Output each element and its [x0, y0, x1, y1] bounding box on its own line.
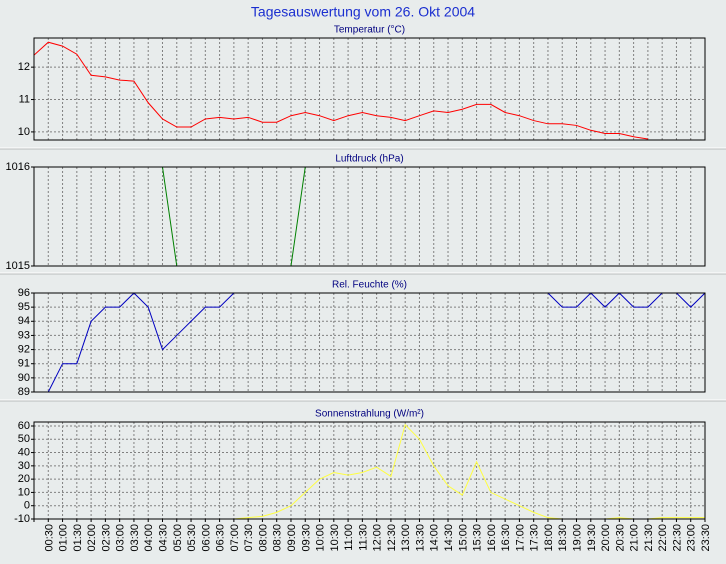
y-tick-label: 89 — [18, 386, 30, 398]
x-tick-label: 10:30 — [329, 524, 341, 552]
data-line — [47, 293, 705, 392]
x-tick-label: 13:30 — [414, 524, 426, 552]
x-tick-label: 22:00 — [657, 524, 669, 552]
x-tick-label: 01:30 — [72, 524, 84, 552]
x-tick-label: 23:00 — [686, 524, 698, 552]
x-tick-label: 23:30 — [700, 524, 712, 552]
x-tick-label: 21:30 — [643, 524, 655, 552]
plot-area — [34, 293, 705, 392]
data-line — [34, 423, 705, 519]
x-tick-label: 04:00 — [143, 524, 155, 552]
y-tick-label: 96 — [18, 287, 30, 299]
x-tick-label: 05:30 — [186, 524, 198, 552]
y-tick-label: 50 — [18, 433, 30, 445]
x-tick-label: 11:30 — [357, 524, 369, 551]
y-tick-label: 12 — [18, 61, 30, 73]
x-tick-label: 05:00 — [172, 524, 184, 552]
x-tick-label: 09:00 — [286, 524, 298, 552]
y-tick-label: 93 — [18, 329, 30, 341]
y-tick-label: -10 — [14, 513, 30, 525]
y-tick-label: 95 — [18, 301, 30, 313]
x-tick-label: 20:00 — [600, 524, 612, 552]
x-tick-label: 07:00 — [229, 524, 241, 552]
x-tick-label: 00:30 — [43, 524, 55, 552]
y-tick-label: 30 — [18, 460, 30, 472]
panel-title: Luftdruck (hPa) — [335, 154, 403, 165]
x-tick-label: 06:00 — [200, 524, 212, 552]
x-tick-label: 06:30 — [215, 524, 227, 552]
x-tick-label: 11:00 — [343, 524, 355, 551]
panel-title: Temperatur (°C) — [334, 25, 405, 36]
data-line — [34, 41, 648, 140]
x-tick-label: 02:30 — [100, 524, 112, 552]
x-tick-label: 01:00 — [58, 524, 70, 552]
y-tick-label: 1016 — [6, 161, 30, 173]
x-tick-label: 18:00 — [543, 524, 555, 552]
panel-title: Sonnenstrahlung (W/m²) — [315, 409, 424, 420]
x-tick-label: 19:30 — [586, 524, 598, 552]
plot-area — [34, 422, 705, 519]
x-tick-label: 17:00 — [514, 524, 526, 552]
y-tick-label: 0 — [24, 500, 30, 512]
x-tick-label: 14:00 — [429, 524, 441, 552]
y-tick-label: 40 — [18, 446, 30, 458]
y-tick-label: 91 — [18, 358, 30, 370]
x-tick-label: 15:30 — [472, 524, 484, 552]
y-tick-label: 11 — [19, 93, 30, 105]
x-tick-label: 08:00 — [257, 524, 269, 552]
plot-border — [33, 421, 706, 520]
x-tick-label: 12:00 — [372, 524, 384, 552]
page-title: Tagesauswertung vom 26. Okt 2004 — [251, 4, 475, 20]
x-tick-label: 16:00 — [486, 524, 498, 552]
x-tick-label: 20:30 — [614, 524, 626, 552]
x-tick-label: 02:00 — [86, 524, 98, 552]
x-tick-label: 21:00 — [629, 524, 641, 552]
plot-area — [34, 38, 705, 140]
plot-area — [34, 167, 705, 266]
y-tick-label: 60 — [18, 420, 30, 432]
plot-border — [33, 166, 706, 267]
x-tick-label: 03:00 — [115, 524, 127, 552]
y-tick-label: 90 — [18, 372, 30, 384]
x-tick-label: 09:30 — [300, 524, 312, 552]
x-tick-label: 15:00 — [457, 524, 469, 552]
y-tick-label: 20 — [18, 473, 30, 485]
y-tick-label: 92 — [18, 343, 30, 355]
x-tick-label: 07:30 — [243, 524, 255, 552]
x-tick-label: 19:00 — [572, 524, 584, 552]
y-tick-label: 10 — [18, 486, 30, 498]
x-tick-label: 08:30 — [272, 524, 284, 552]
y-tick-label: 1015 — [6, 260, 30, 272]
plot-border — [33, 37, 706, 141]
x-tick-label: 16:30 — [500, 524, 512, 552]
x-tick-label: 12:30 — [386, 524, 398, 552]
x-tick-label: 03:30 — [129, 524, 141, 552]
y-tick-label: 10 — [18, 126, 30, 138]
x-tick-label: 04:30 — [157, 524, 169, 552]
x-tick-label: 22:30 — [671, 524, 683, 552]
plot-border — [33, 292, 706, 393]
x-tick-label: 17:30 — [529, 524, 541, 552]
x-tick-label: 14:30 — [443, 524, 455, 552]
panel-title: Rel. Feuchte (%) — [332, 280, 407, 291]
x-tick-label: 18:30 — [557, 524, 569, 552]
x-tick-label: 10:00 — [315, 524, 327, 552]
x-tick-label: 13:00 — [400, 524, 412, 552]
y-tick-label: 94 — [18, 315, 30, 327]
